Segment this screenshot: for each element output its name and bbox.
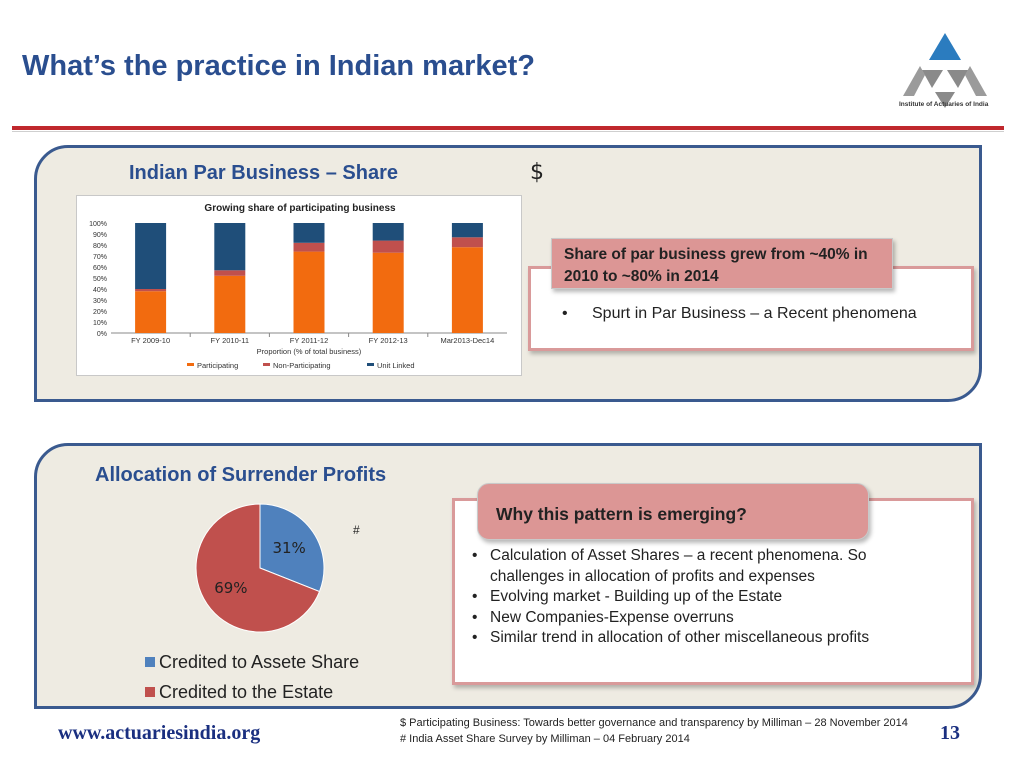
legend-swatch	[367, 363, 374, 366]
page-number: 13	[940, 722, 960, 744]
par-bullet-text: Spurt in Par Business – a Recent phenome…	[592, 305, 917, 322]
bar-segment	[293, 242, 325, 252]
legend-label: Unit Linked	[377, 361, 415, 370]
bar-segment	[372, 252, 404, 333]
pie-chart-svg: 31% 69%	[195, 503, 325, 633]
bar-segment	[214, 275, 246, 333]
y-tick-label: 0%	[97, 331, 107, 338]
x-tick-label: Mar2013-Dec14	[441, 336, 495, 345]
y-tick-label: 90%	[93, 232, 107, 239]
par-bullet: • Spurt in Par Business – a Recent phenom…	[562, 305, 917, 322]
bar-chart-svg: Growing share of participating business 0…	[89, 203, 507, 370]
slide-title: What’s the practice in Indian market?	[22, 50, 535, 82]
bar-segment	[135, 291, 167, 333]
y-tick-label: 30%	[93, 298, 107, 305]
bar-segment	[372, 240, 404, 253]
bar-segment	[451, 223, 483, 238]
x-tick-label: FY 2009-10	[131, 336, 170, 345]
bar-segment	[214, 270, 246, 276]
pie-data-label: 31%	[272, 539, 305, 557]
par-business-title: Indian Par Business – Share	[129, 162, 398, 184]
legend-label-asset-share: Credited to Assete Share	[159, 652, 360, 672]
bar-segment	[135, 223, 167, 289]
website-link[interactable]: www.actuariesindia.org	[58, 722, 261, 744]
par-callout: Share of par business grew from ~40% in …	[551, 238, 893, 289]
pattern-bullet: New Companies-Expense overruns	[470, 608, 900, 629]
bar-segment	[451, 237, 483, 248]
bar-segment	[451, 247, 483, 333]
y-tick-label: 20%	[93, 309, 107, 316]
pie-data-label: 69%	[214, 579, 247, 597]
header-rule	[12, 126, 1004, 130]
footnote-marker-hash: #	[353, 523, 360, 537]
bar-segment	[372, 223, 404, 241]
x-tick-label: FY 2010-11	[211, 336, 250, 345]
pattern-bullet: Evolving market - Building up of the Est…	[470, 587, 900, 608]
y-tick-label: 10%	[93, 320, 107, 327]
y-tick-label: 80%	[93, 243, 107, 250]
pattern-bullets: Calculation of Asset Shares – a recent p…	[470, 546, 900, 649]
legend-swatch	[187, 363, 194, 366]
legend-label-estate: Credited to the Estate	[159, 682, 334, 702]
legend-label: Non-Participating	[273, 361, 331, 370]
legend-label: Participating	[197, 361, 238, 370]
pattern-bullet: Similar trend in allocation of other mis…	[470, 628, 900, 649]
footnote-marker-dollar: $	[530, 160, 544, 185]
logo-caption: Institute of Actuaries of India	[899, 101, 989, 108]
legend-swatch	[263, 363, 270, 366]
y-tick-label: 40%	[93, 287, 107, 294]
surrender-profits-title: Allocation of Surrender Profits	[95, 464, 387, 486]
footnote-hash: # India Asset Share Survey by Milliman –…	[400, 733, 690, 745]
legend-swatch-estate	[145, 687, 155, 697]
pie-slice	[195, 503, 321, 633]
x-tick-label: FY 2011-12	[290, 336, 329, 345]
y-tick-label: 100%	[89, 221, 107, 228]
y-tick-label: 60%	[93, 265, 107, 272]
bar-segment	[293, 223, 325, 243]
footnote-dollar: $ Participating Business: Towards better…	[400, 717, 908, 729]
chart-title: Growing share of participating business	[204, 203, 396, 214]
institute-logo-icon	[903, 33, 987, 108]
header-rule-shadow	[12, 131, 1004, 132]
x-tick-label: FY 2012-13	[369, 336, 408, 345]
pattern-bullet: Calculation of Asset Shares – a recent p…	[470, 546, 900, 587]
legend-item-estate: Credited to the Estate	[145, 682, 333, 703]
pattern-callout: Why this pattern is emerging?	[477, 483, 869, 540]
bar-segment	[214, 223, 246, 271]
legend-swatch-asset-share	[145, 657, 155, 667]
x-axis-label: Proportion (% of total business)	[257, 347, 362, 356]
y-tick-label: 70%	[93, 254, 107, 261]
legend-item-asset-share: Credited to Assete Share	[145, 652, 359, 673]
bar-segment	[293, 251, 325, 333]
y-tick-label: 50%	[93, 276, 107, 283]
pie-slice	[259, 503, 325, 593]
bar-segment	[135, 289, 167, 292]
par-share-chart: Growing share of participating business 0…	[76, 195, 522, 376]
